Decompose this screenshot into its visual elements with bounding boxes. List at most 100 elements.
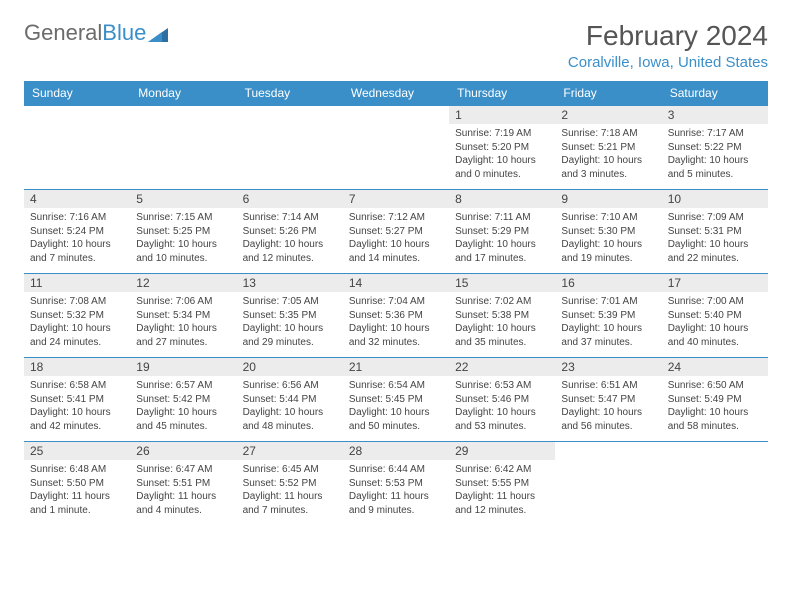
day-number: 10 [662, 190, 768, 208]
day-details: Sunrise: 6:58 AMSunset: 5:41 PMDaylight:… [24, 376, 130, 441]
day-details: Sunrise: 7:09 AMSunset: 5:31 PMDaylight:… [662, 208, 768, 273]
day-cell: 22Sunrise: 6:53 AMSunset: 5:46 PMDayligh… [449, 358, 555, 442]
month-title: February 2024 [568, 20, 768, 52]
day-details: Sunrise: 7:17 AMSunset: 5:22 PMDaylight:… [662, 124, 768, 189]
day-number: 4 [24, 190, 130, 208]
day-cell: 13Sunrise: 7:05 AMSunset: 5:35 PMDayligh… [237, 274, 343, 358]
logo-text: GeneralBlue [24, 20, 146, 46]
title-block: February 2024 Coralville, Iowa, United S… [568, 20, 768, 71]
day-number: 2 [555, 106, 661, 124]
day-details: Sunrise: 6:51 AMSunset: 5:47 PMDaylight:… [555, 376, 661, 441]
day-number: 8 [449, 190, 555, 208]
day-details: Sunrise: 7:06 AMSunset: 5:34 PMDaylight:… [130, 292, 236, 357]
day-number: 24 [662, 358, 768, 376]
calendar-body: 1Sunrise: 7:19 AMSunset: 5:20 PMDaylight… [24, 106, 768, 526]
day-details: Sunrise: 6:50 AMSunset: 5:49 PMDaylight:… [662, 376, 768, 441]
day-number: 16 [555, 274, 661, 292]
day-cell: 27Sunrise: 6:45 AMSunset: 5:52 PMDayligh… [237, 442, 343, 526]
day-details: Sunrise: 6:42 AMSunset: 5:55 PMDaylight:… [449, 460, 555, 525]
day-header: Thursday [449, 81, 555, 106]
day-number: 20 [237, 358, 343, 376]
calendar: SundayMondayTuesdayWednesdayThursdayFrid… [24, 81, 768, 525]
empty-cell [555, 442, 661, 526]
logo-triangle-icon [148, 24, 168, 42]
day-details: Sunrise: 7:05 AMSunset: 5:35 PMDaylight:… [237, 292, 343, 357]
day-header: Saturday [662, 81, 768, 106]
day-cell: 28Sunrise: 6:44 AMSunset: 5:53 PMDayligh… [343, 442, 449, 526]
day-number: 11 [24, 274, 130, 292]
day-cell: 24Sunrise: 6:50 AMSunset: 5:49 PMDayligh… [662, 358, 768, 442]
calendar-row: 18Sunrise: 6:58 AMSunset: 5:41 PMDayligh… [24, 358, 768, 442]
day-details: Sunrise: 7:16 AMSunset: 5:24 PMDaylight:… [24, 208, 130, 273]
day-cell: 23Sunrise: 6:51 AMSunset: 5:47 PMDayligh… [555, 358, 661, 442]
day-number: 5 [130, 190, 236, 208]
day-cell: 17Sunrise: 7:00 AMSunset: 5:40 PMDayligh… [662, 274, 768, 358]
day-cell: 29Sunrise: 6:42 AMSunset: 5:55 PMDayligh… [449, 442, 555, 526]
empty-cell [130, 106, 236, 190]
day-details: Sunrise: 6:48 AMSunset: 5:50 PMDaylight:… [24, 460, 130, 525]
day-number: 22 [449, 358, 555, 376]
day-number: 17 [662, 274, 768, 292]
day-details: Sunrise: 6:54 AMSunset: 5:45 PMDaylight:… [343, 376, 449, 441]
day-cell: 7Sunrise: 7:12 AMSunset: 5:27 PMDaylight… [343, 190, 449, 274]
day-details: Sunrise: 6:47 AMSunset: 5:51 PMDaylight:… [130, 460, 236, 525]
day-cell: 20Sunrise: 6:56 AMSunset: 5:44 PMDayligh… [237, 358, 343, 442]
logo-part1: General [24, 20, 102, 45]
day-details: Sunrise: 7:00 AMSunset: 5:40 PMDaylight:… [662, 292, 768, 357]
day-cell: 26Sunrise: 6:47 AMSunset: 5:51 PMDayligh… [130, 442, 236, 526]
day-cell: 15Sunrise: 7:02 AMSunset: 5:38 PMDayligh… [449, 274, 555, 358]
day-details: Sunrise: 7:01 AMSunset: 5:39 PMDaylight:… [555, 292, 661, 357]
day-details: Sunrise: 6:53 AMSunset: 5:46 PMDaylight:… [449, 376, 555, 441]
day-header: Tuesday [237, 81, 343, 106]
day-number: 9 [555, 190, 661, 208]
day-details: Sunrise: 6:44 AMSunset: 5:53 PMDaylight:… [343, 460, 449, 525]
day-cell: 11Sunrise: 7:08 AMSunset: 5:32 PMDayligh… [24, 274, 130, 358]
day-details: Sunrise: 7:19 AMSunset: 5:20 PMDaylight:… [449, 124, 555, 189]
empty-cell [343, 106, 449, 190]
calendar-row: 4Sunrise: 7:16 AMSunset: 5:24 PMDaylight… [24, 190, 768, 274]
day-details: Sunrise: 7:04 AMSunset: 5:36 PMDaylight:… [343, 292, 449, 357]
calendar-row: 11Sunrise: 7:08 AMSunset: 5:32 PMDayligh… [24, 274, 768, 358]
day-cell: 8Sunrise: 7:11 AMSunset: 5:29 PMDaylight… [449, 190, 555, 274]
day-details: Sunrise: 7:18 AMSunset: 5:21 PMDaylight:… [555, 124, 661, 189]
day-number: 28 [343, 442, 449, 460]
day-details: Sunrise: 7:10 AMSunset: 5:30 PMDaylight:… [555, 208, 661, 273]
day-header: Friday [555, 81, 661, 106]
day-cell: 5Sunrise: 7:15 AMSunset: 5:25 PMDaylight… [130, 190, 236, 274]
day-number: 21 [343, 358, 449, 376]
day-details: Sunrise: 7:14 AMSunset: 5:26 PMDaylight:… [237, 208, 343, 273]
logo-part2: Blue [102, 20, 146, 45]
empty-cell [24, 106, 130, 190]
day-cell: 21Sunrise: 6:54 AMSunset: 5:45 PMDayligh… [343, 358, 449, 442]
day-cell: 19Sunrise: 6:57 AMSunset: 5:42 PMDayligh… [130, 358, 236, 442]
day-number: 25 [24, 442, 130, 460]
day-number: 14 [343, 274, 449, 292]
day-details: Sunrise: 7:02 AMSunset: 5:38 PMDaylight:… [449, 292, 555, 357]
day-header: Sunday [24, 81, 130, 106]
day-number: 12 [130, 274, 236, 292]
empty-cell [662, 442, 768, 526]
day-number: 1 [449, 106, 555, 124]
empty-cell [237, 106, 343, 190]
calendar-row: 25Sunrise: 6:48 AMSunset: 5:50 PMDayligh… [24, 442, 768, 526]
day-number: 23 [555, 358, 661, 376]
day-cell: 3Sunrise: 7:17 AMSunset: 5:22 PMDaylight… [662, 106, 768, 190]
day-details: Sunrise: 7:11 AMSunset: 5:29 PMDaylight:… [449, 208, 555, 273]
day-cell: 4Sunrise: 7:16 AMSunset: 5:24 PMDaylight… [24, 190, 130, 274]
day-number: 13 [237, 274, 343, 292]
day-number: 19 [130, 358, 236, 376]
day-cell: 6Sunrise: 7:14 AMSunset: 5:26 PMDaylight… [237, 190, 343, 274]
day-number: 26 [130, 442, 236, 460]
day-cell: 16Sunrise: 7:01 AMSunset: 5:39 PMDayligh… [555, 274, 661, 358]
day-details: Sunrise: 6:45 AMSunset: 5:52 PMDaylight:… [237, 460, 343, 525]
day-number: 27 [237, 442, 343, 460]
day-header: Wednesday [343, 81, 449, 106]
logo: GeneralBlue [24, 20, 168, 46]
day-number: 3 [662, 106, 768, 124]
day-header: Monday [130, 81, 236, 106]
day-cell: 10Sunrise: 7:09 AMSunset: 5:31 PMDayligh… [662, 190, 768, 274]
day-number: 7 [343, 190, 449, 208]
day-details: Sunrise: 6:57 AMSunset: 5:42 PMDaylight:… [130, 376, 236, 441]
day-number: 6 [237, 190, 343, 208]
location: Coralville, Iowa, United States [568, 54, 768, 71]
